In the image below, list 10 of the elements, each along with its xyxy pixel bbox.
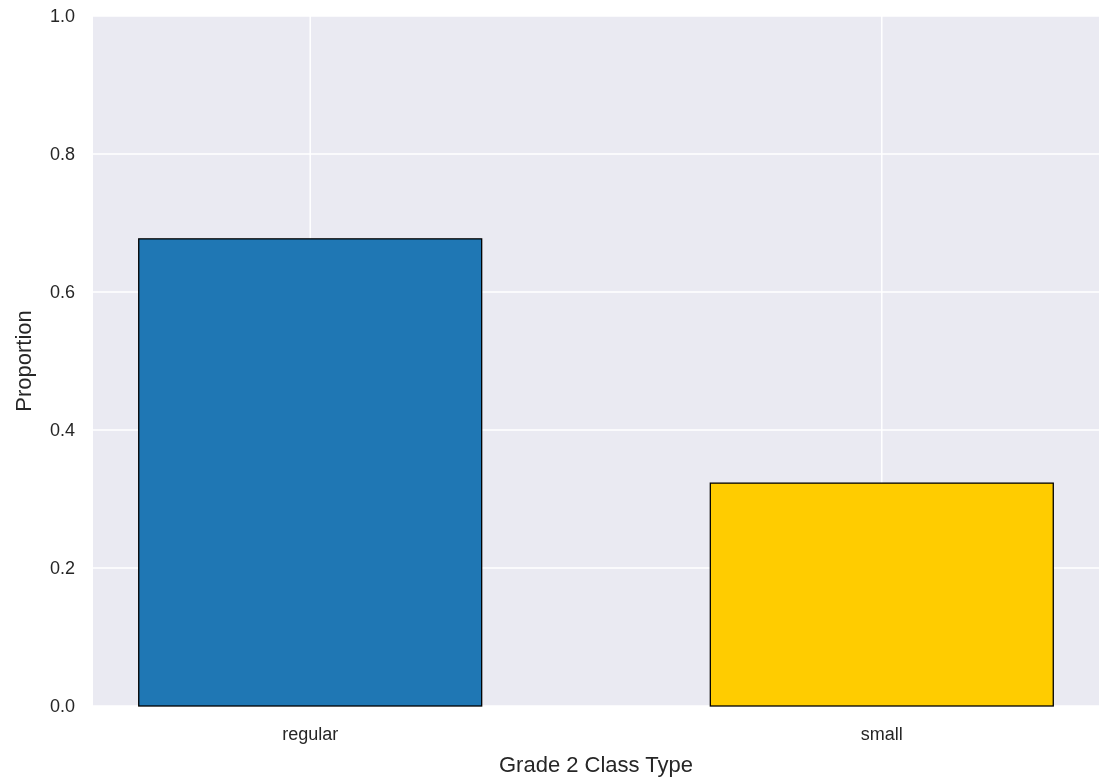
x-axis-title: Grade 2 Class Type bbox=[498, 752, 694, 777]
x-tick-label: small bbox=[860, 724, 903, 744]
x-tick-label: regular bbox=[282, 724, 339, 744]
y-tick-label: 0.6 bbox=[49, 282, 75, 303]
y-tick-label: 0.0 bbox=[49, 696, 75, 717]
y-axis-title: Proportion bbox=[11, 310, 36, 412]
y-tick-label: 1.0 bbox=[49, 6, 75, 27]
y-tick-label: 0.2 bbox=[49, 558, 75, 579]
y-tick-label: 0.8 bbox=[49, 144, 75, 165]
y-tick-label: 0.4 bbox=[49, 420, 75, 441]
